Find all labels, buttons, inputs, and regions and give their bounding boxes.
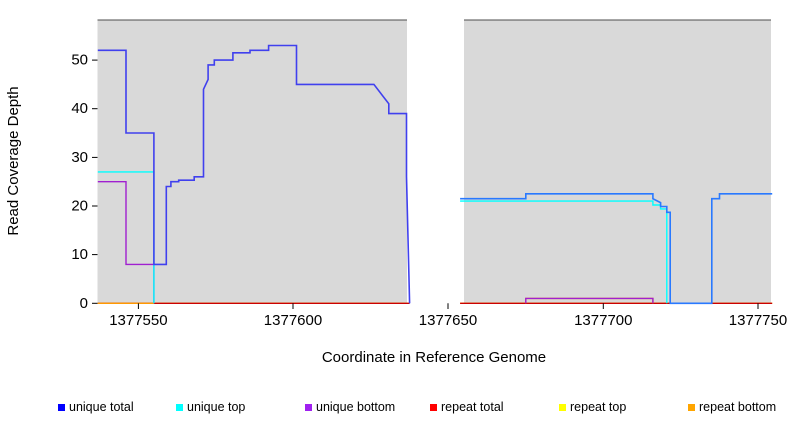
svg-text:1377750: 1377750 — [729, 312, 787, 329]
svg-text:repeat top: repeat top — [570, 400, 626, 414]
svg-text:1377550: 1377550 — [109, 312, 167, 329]
svg-text:1377600: 1377600 — [264, 312, 322, 329]
svg-text:1377650: 1377650 — [419, 312, 477, 329]
svg-text:repeat bottom: repeat bottom — [699, 400, 776, 414]
svg-text:unique bottom: unique bottom — [316, 400, 395, 414]
svg-text:10: 10 — [71, 246, 88, 263]
svg-text:30: 30 — [71, 149, 88, 166]
svg-text:Read Coverage Depth: Read Coverage Depth — [5, 86, 22, 235]
svg-text:Coordinate in Reference Genome: Coordinate in Reference Genome — [322, 349, 546, 366]
svg-text:1377700: 1377700 — [574, 312, 632, 329]
svg-text:unique top: unique top — [187, 400, 245, 414]
svg-text:unique total: unique total — [69, 400, 134, 414]
svg-text:40: 40 — [71, 100, 88, 117]
svg-text:20: 20 — [71, 198, 88, 215]
svg-text:50: 50 — [71, 52, 88, 69]
svg-text:repeat total: repeat total — [441, 400, 504, 414]
svg-text:0: 0 — [80, 295, 88, 312]
